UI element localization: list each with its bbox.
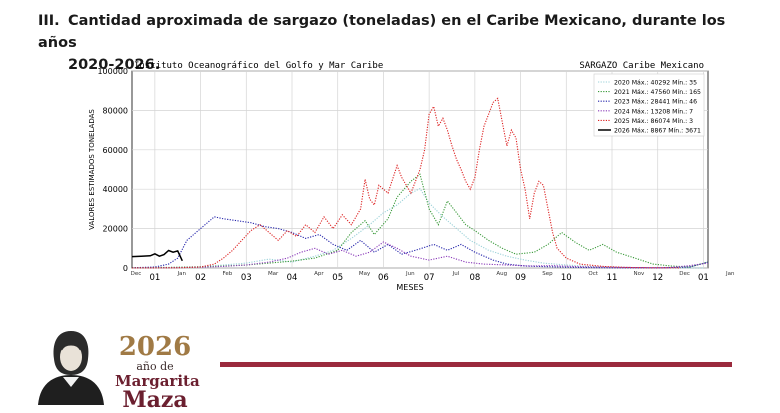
emblem-subtitle: año de [136,360,174,373]
chart-title-right: SARGAZO Caribe Mexicano [579,61,704,71]
section-title-line2: 2020-2026. [68,57,161,73]
x-month-name-label: Sep [542,271,553,277]
series-line-2024 [131,241,709,269]
sargazo-chart: 0 20000 40000 60000 80000 100000 01 02 03 04 05 06 0… [88,61,735,292]
x-month-name-label: Dec [131,271,142,277]
series-line-2021 [131,173,709,269]
x-month-name-label: Jan [176,271,186,277]
chart-title-left: Instituto Oceanográfico del Golfo y Mar … [134,61,383,71]
y-tick-label: 60000 [103,146,128,155]
x-tick-label: 05 [332,273,343,283]
y-tick-label: 0 [123,264,128,273]
x-tick-label: 01 [698,273,709,283]
x-month-name-label: May [359,271,371,277]
footer-divider [220,362,732,367]
x-month-name-label: Oct [588,271,598,277]
y-axis-label: VALORES ESTIMADOS TONELADAS [88,109,96,230]
x-tick-label: 11 [607,273,618,283]
emblem-name-first: Margarita [115,372,200,390]
legend-entry-2021: 2021 Máx.: 47560 Mín.: 165 [614,88,701,96]
x-month-name-label: Jan [725,271,735,277]
legend-entry-2023: 2023 Máx.: 28441 Mín.: 46 [614,98,697,106]
x-tick-label: 03 [241,273,252,283]
x-month-name-label: Jul [452,271,460,277]
x-tick-label: 06 [378,273,389,283]
x-month-name-label: Mar [268,271,279,277]
portrait-icon [38,331,104,405]
x-tick-label: 09 [515,273,526,283]
x-tick-label: 07 [424,273,435,283]
legend-box [593,73,705,137]
section-title-line1: Cantidad aproximada de sargazo (tonelada… [38,13,726,51]
y-tick-label: 20000 [103,225,128,234]
series-line-2025 [131,97,681,269]
x-tick-label: 12 [652,273,663,283]
x-axis-label: MESES [396,283,423,292]
year-emblem: 2026 año de Margarita Maza [115,332,200,413]
series-line-2023 [131,216,709,269]
x-month-name-label: Dec [679,271,690,277]
x-tick-label: 04 [287,273,298,283]
x-tick-label: 02 [195,273,206,283]
legend-entry-2026: 2026 Máx.: 8867 Mín.: 3671 [614,127,701,135]
series-line-2026 [131,249,183,262]
x-month-name-label: Aug [496,271,507,277]
emblem-name-last: Maza [122,387,188,413]
y-tick-label: 80000 [103,106,128,115]
x-tick-label: 08 [469,273,480,283]
legend-entry-2024: 2024 Máx.: 13208 Mín.: 7 [614,107,693,115]
x-month-name-label: Nov [633,271,644,277]
legend-entry-2020: 2020 Máx.: 40292 Mín.: 35 [614,79,697,87]
emblem-year: 2026 [118,332,192,362]
section-heading: III. Cantidad aproximada de sargazo (tone… [38,10,738,76]
section-number: III. [38,13,60,29]
series-line-2020 [131,187,704,269]
legend-entry-2025: 2025 Máx.: 86074 Mín.: 3 [614,117,693,125]
x-tick-label: 10 [561,273,572,283]
y-tick-label: 40000 [103,185,128,194]
x-month-name-label: Feb [223,271,233,277]
x-month-name-label: Jun [405,271,415,277]
x-tick-label: 01 [149,273,160,283]
y-tick-label: 100000 [97,67,128,76]
x-month-name-label: Apr [314,271,324,277]
